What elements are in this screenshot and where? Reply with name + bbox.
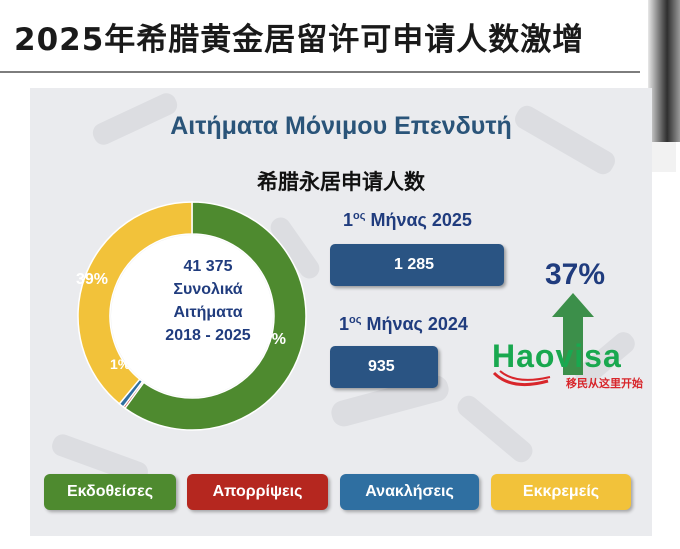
- slice-label-revoked: 1%: [110, 356, 131, 372]
- month-2024-value: 935: [330, 346, 438, 388]
- up-arrow-icon: [552, 293, 594, 375]
- donut-slice-issued: [123, 201, 307, 431]
- slice-label-issued: 60%: [254, 331, 287, 348]
- month-2024-label: 1ος Μήνας 2024: [339, 314, 468, 334]
- donut-slice-pending: [77, 201, 193, 405]
- donut-chart: [77, 201, 307, 431]
- month-2025-value: 1 285: [330, 244, 504, 286]
- legend-pending: Εκκρεμείς: [491, 474, 631, 510]
- legend-issued: Εκδοθείσες: [44, 474, 176, 510]
- month-2025-label: 1ος Μήνας 2025: [343, 210, 472, 230]
- decorative-bar: [648, 0, 680, 142]
- slide-title: Αιτήματα Μόνιμου Επενδυτή: [170, 112, 512, 140]
- legend-rejected: Απορρίψεις: [187, 474, 328, 510]
- header-bar: 2025年希腊黄金居留许可申请人数激增: [0, 0, 680, 72]
- decorative-block: [650, 142, 676, 172]
- watermark-logo-text: Haovisa: [492, 338, 622, 374]
- donut-center-total: 41 375: [183, 258, 233, 275]
- donut-hole: [111, 235, 273, 397]
- slide-subtitle: 希腊永居申请人数: [257, 170, 425, 194]
- header-divider: [0, 71, 640, 73]
- page-title: 2025年希腊黄金居留许可申请人数激增: [14, 22, 585, 58]
- legend-revoked: Ανακλήσεις: [340, 474, 479, 510]
- donut-center-line1: Συνολικά: [173, 281, 243, 298]
- infographic-slide: Αιτήματα Μόνιμου Επενδυτή 希腊永居申请人数 41 37…: [30, 88, 652, 536]
- watermark-swoosh-icon: [492, 370, 551, 387]
- watermark-tagline: 移民从这里开始: [566, 377, 643, 390]
- donut-center-years: 2018 - 2025: [165, 327, 251, 344]
- slice-label-pending: 39%: [76, 271, 109, 288]
- donut-center-line2: Αιτήματα: [173, 304, 243, 321]
- background-pattern: [52, 93, 635, 484]
- growth-percentage: 37%: [545, 258, 606, 291]
